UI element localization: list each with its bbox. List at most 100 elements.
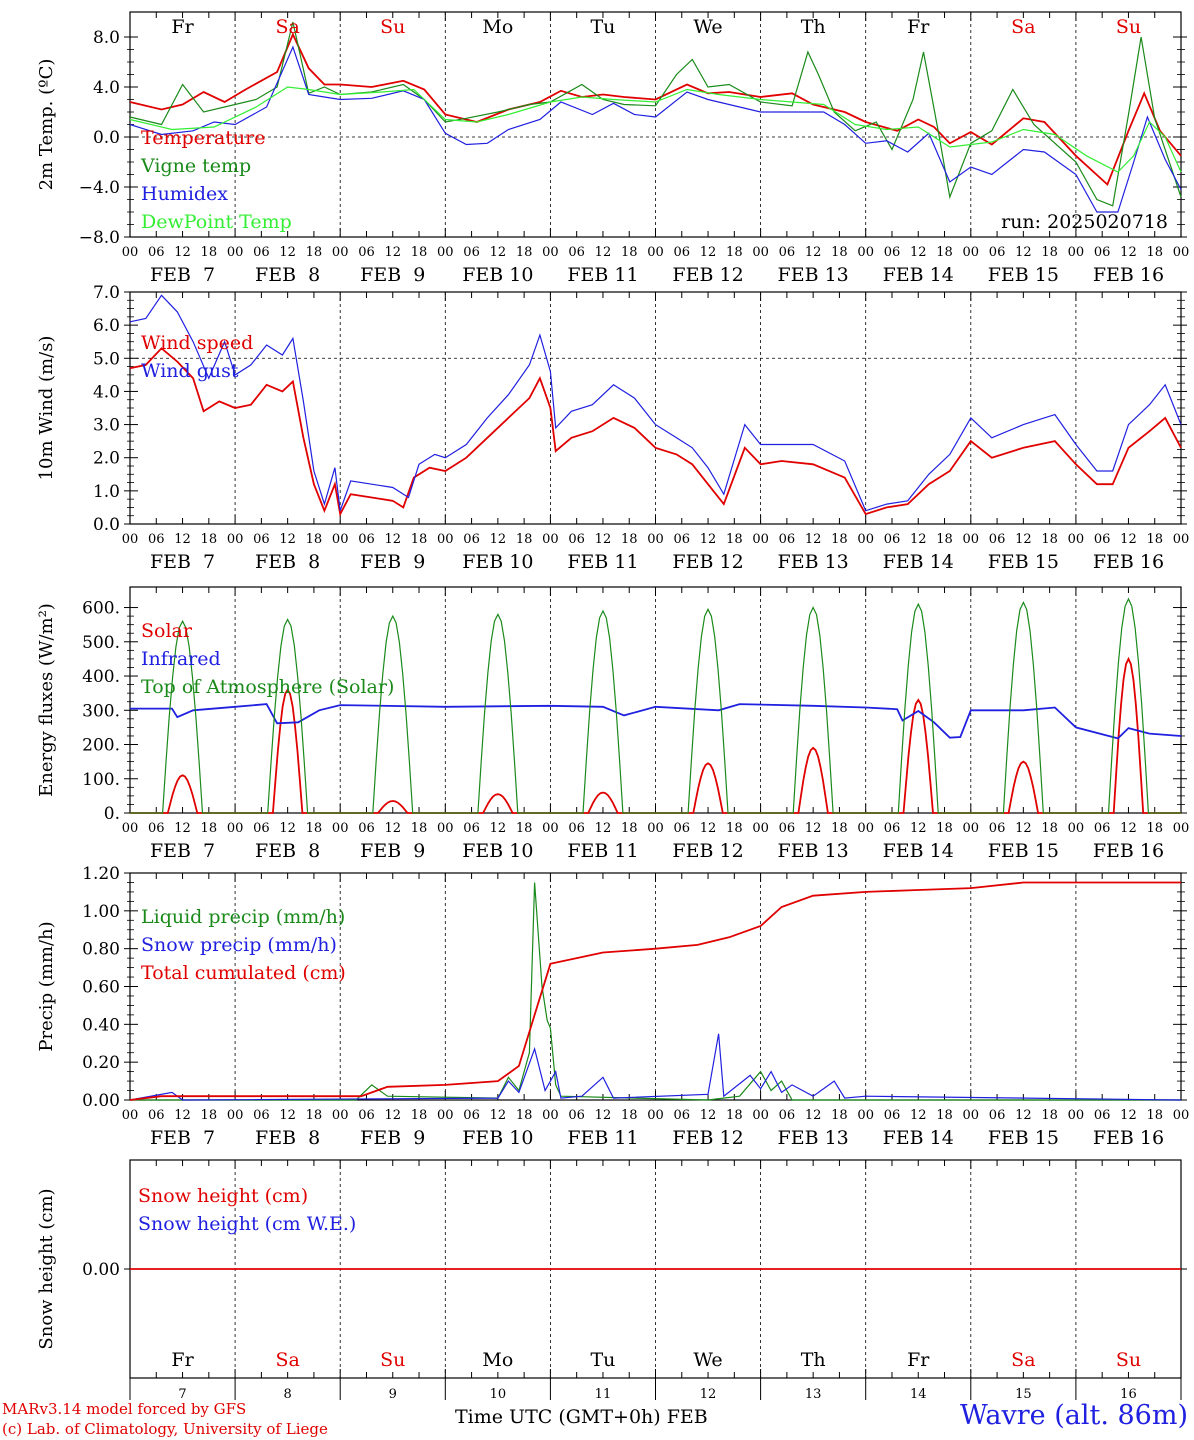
panel-4: 0.00 0.20 0.40 0.60 0.80 1.00 1.20 Precip (mm/h…: [36, 864, 1189, 1149]
y-tick-label: 3.0: [93, 416, 120, 436]
day-number: 8: [284, 1387, 292, 1402]
date-label: FEB 9: [360, 840, 425, 862]
hour-tick-label: 12: [279, 821, 296, 836]
legend-entry: Snow precip (mm/h): [141, 934, 337, 956]
hour-tick-label: 18: [1041, 245, 1058, 260]
hour-tick-label: 18: [936, 1108, 953, 1123]
y-tick-label: −4.0: [79, 178, 120, 198]
hour-tick-label: 00: [227, 245, 244, 260]
date-label: FEB 16: [1093, 551, 1164, 573]
weekday-label: Mo: [482, 1349, 513, 1371]
hour-tick-label: 00: [1173, 532, 1190, 547]
hour-tick-label: 00: [857, 821, 874, 836]
hour-tick-label: 00: [963, 1108, 980, 1123]
series-line-wind-speed: [129, 347, 1182, 517]
hour-tick-label: 06: [148, 821, 165, 836]
weekday-label: Su: [1116, 1349, 1141, 1371]
hour-tick-label: 00: [647, 245, 664, 260]
date-label: FEB 8: [255, 840, 320, 862]
weekday-label: Fr: [907, 1349, 930, 1371]
y-tick-label: 7.0: [93, 283, 120, 303]
weekday-label: Fr: [907, 16, 930, 38]
hour-tick-label: 12: [1120, 1108, 1137, 1123]
date-label: FEB 15: [988, 264, 1059, 286]
y-tick-label: 0.20: [82, 1053, 120, 1073]
legend-entry: Snow height (cm): [138, 1185, 308, 1207]
run-label: run: 2025020718: [1001, 211, 1168, 233]
hour-tick-label: 18: [621, 245, 638, 260]
hour-tick-label: 12: [1120, 245, 1137, 260]
date-label: FEB 14: [883, 264, 954, 286]
hour-tick-label: 06: [1094, 821, 1111, 836]
panel-1: −8.0 −4.0 0.0 4.0 8.0 2m Temp. (ºC) 00 06 12 18 00…: [36, 11, 1190, 286]
weekday-label: Su: [1116, 16, 1141, 38]
hour-tick-label: 06: [148, 245, 165, 260]
legend-entry: DewPoint Temp: [141, 211, 292, 233]
series-line-vigne-temp: [129, 21, 1182, 207]
series-line-total-cumulated-cm: [129, 881, 1181, 1101]
hour-tick-label: 00: [542, 532, 559, 547]
hour-tick-label: 18: [726, 821, 743, 836]
hour-tick-label: 06: [1094, 532, 1111, 547]
date-label: FEB 16: [1093, 1127, 1164, 1149]
hour-tick-label: 12: [174, 1108, 191, 1123]
hour-tick-label: 12: [490, 1108, 507, 1123]
hour-tick-label: 00: [437, 532, 454, 547]
hour-tick-label: 18: [831, 1108, 848, 1123]
legend-entry: Liquid precip (mm/h): [141, 906, 345, 928]
hour-tick-label: 00: [332, 245, 349, 260]
hour-tick-label: 06: [358, 1108, 375, 1123]
hour-tick-label: 12: [1015, 245, 1032, 260]
hour-tick-label: 18: [411, 245, 428, 260]
date-label: FEB 10: [462, 264, 533, 286]
hour-tick-label: 00: [122, 532, 139, 547]
day-number: 15: [1015, 1387, 1032, 1402]
hour-tick-label: 12: [700, 821, 717, 836]
hour-tick-label: 06: [568, 532, 585, 547]
legend-entry: Temperature: [141, 127, 265, 149]
hour-tick-label: 00: [963, 532, 980, 547]
day-number: 16: [1120, 1387, 1137, 1402]
date-label: FEB 12: [672, 551, 743, 573]
hour-tick-label: 00: [227, 1108, 244, 1123]
weekday-row-bottom: Fr 7 Sa 8 Su 9 Mo 10 Tu 11 We 12 Th 13 Fr 14 Sa 15 Su 16: [129, 1349, 1182, 1402]
hour-tick-label: 18: [936, 532, 953, 547]
hour-tick-label: 00: [1068, 532, 1085, 547]
weekday-label: Tu: [590, 16, 615, 38]
hour-tick-label: 06: [568, 245, 585, 260]
date-label: FEB 7: [150, 840, 215, 862]
hour-tick-label: 06: [884, 1108, 901, 1123]
hour-tick-label: 00: [1173, 245, 1190, 260]
hour-tick-label: 18: [201, 532, 218, 547]
y-tick-label: 400.: [82, 667, 120, 687]
hour-tick-label: 06: [358, 532, 375, 547]
hour-tick-label: 06: [674, 532, 691, 547]
date-label: FEB 7: [150, 551, 215, 573]
hour-tick-label: 18: [201, 245, 218, 260]
hour-tick-label: 00: [437, 821, 454, 836]
hour-tick-label: 18: [1041, 821, 1058, 836]
hour-tick-label: 00: [227, 821, 244, 836]
series-line-humidex: [129, 45, 1182, 213]
hour-tick-label: 12: [805, 245, 822, 260]
weekday-label: Sa: [275, 1349, 299, 1371]
hour-tick-label: 12: [910, 532, 927, 547]
date-label: FEB 15: [988, 1127, 1059, 1149]
y-tick-label: 8.0: [93, 28, 120, 48]
date-label: FEB 8: [255, 264, 320, 286]
hour-tick-label: 18: [306, 532, 323, 547]
weekday-label: We: [693, 1349, 722, 1371]
day-number: 11: [595, 1387, 612, 1402]
hour-tick-label: 12: [805, 532, 822, 547]
hour-tick-label: 06: [674, 821, 691, 836]
date-label: FEB 12: [672, 264, 743, 286]
series-line-snow-precip-mm-h: [129, 1033, 1182, 1101]
hour-tick-label: 12: [490, 532, 507, 547]
legend-entry: Solar: [141, 620, 193, 642]
hour-tick-label: 18: [411, 532, 428, 547]
weekday-label: Sa: [275, 16, 299, 38]
hour-tick-label: 12: [174, 821, 191, 836]
station-name: Wavre (alt. 86m): [960, 1400, 1188, 1431]
weekday-row-top: Fr Sa Su Mo Tu We Th Fr Sa Su run: 2025020718: [171, 16, 1168, 233]
